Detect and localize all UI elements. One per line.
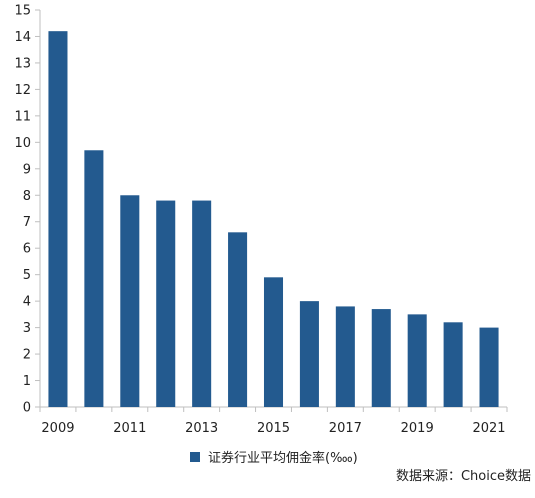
legend-label: 证券行业平均佣金率(‱) [208,451,358,466]
y-tick-label: 5 [23,268,31,283]
y-tick-label: 3 [23,321,31,336]
y-tick-label: 13 [14,56,31,71]
source-note: 数据来源：Choice数据 [395,469,531,484]
y-tick-label: 1 [23,374,31,389]
x-tick-label: 2011 [113,421,146,436]
bar-2020 [443,322,463,407]
bar-2013 [192,200,212,407]
x-tick-label: 2021 [472,421,505,436]
bar-2015 [263,277,284,407]
y-tick-label: 6 [23,242,31,257]
y-tick-label: 4 [23,295,31,310]
x-tick-label: 2009 [41,421,74,436]
bar-2016 [299,301,319,407]
x-tick-label: 2017 [329,421,362,436]
y-tick-label: 7 [23,215,31,230]
y-tick-label: 11 [14,109,31,124]
bar-2011 [120,195,140,407]
bar-2021 [479,327,499,407]
y-tick-label: 14 [14,30,31,45]
x-tick-label: 2015 [257,421,290,436]
chart-legend: 证券行业平均佣金率(‱) [190,447,358,466]
y-tick-label: 10 [14,136,31,151]
y-tick-label: 2 [23,348,31,363]
x-tick-label: 2013 [185,421,218,436]
x-axis: 2009 2011 2013 2015 2017 2019 2021 [39,406,508,436]
bar-2019 [407,314,427,407]
bars [48,31,499,408]
bar-2012 [156,200,176,407]
bar-2014 [228,232,248,407]
y-tick-label: 12 [14,83,31,98]
bar-2017 [335,306,355,407]
bar-2009 [48,31,68,407]
y-tick-label: 15 [14,4,31,19]
bar-2018 [371,309,391,407]
bar-2010 [84,150,104,408]
legend-swatch [190,451,200,462]
y-tick-label: 0 [23,401,31,416]
y-tick-label: 9 [23,162,31,177]
x-tick-label: 2019 [401,421,434,436]
y-tick-label: 8 [23,189,31,204]
